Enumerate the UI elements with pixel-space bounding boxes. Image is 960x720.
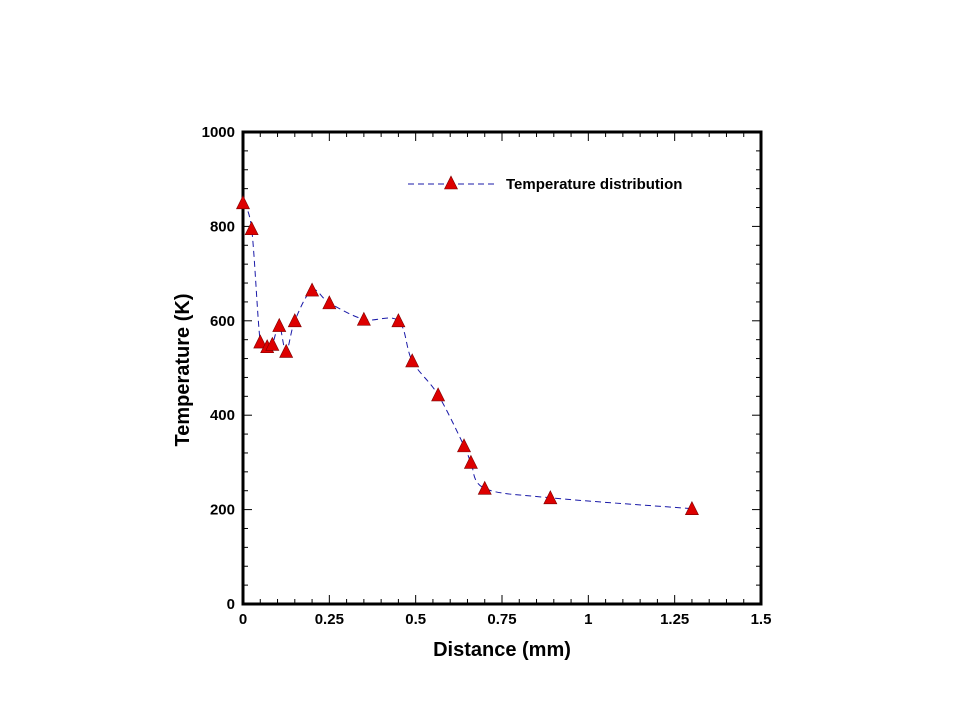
data-point-marker — [322, 295, 337, 310]
legend-marker-triangle — [444, 175, 458, 190]
data-point-marker — [477, 480, 492, 495]
y-tick-label: 400 — [210, 407, 235, 424]
data-point-marker — [431, 387, 446, 402]
y-tick-label: 200 — [210, 502, 235, 519]
data-point-marker — [543, 490, 558, 505]
legend-label: Temperature distribution — [506, 176, 682, 193]
x-tick-label: 1.25 — [660, 611, 689, 628]
y-tick-label: 600 — [210, 313, 235, 330]
data-point-marker — [457, 438, 471, 453]
y-axis-title: Temperature (K) — [172, 294, 194, 447]
x-tick-label: 0.25 — [315, 611, 344, 628]
data-point-marker — [305, 282, 320, 297]
data-point-marker — [265, 336, 280, 351]
series-temperature-distribution — [236, 195, 699, 515]
x-tick-label: 0.75 — [487, 611, 516, 628]
x-tick-label: 1 — [584, 611, 592, 628]
axes: 0 0.25 0.5 0.75 1 1.25 1.5 0 200 400 600 800 1000 — [202, 124, 772, 628]
data-point-marker — [391, 313, 406, 328]
y-tick-label: 0 — [227, 596, 235, 613]
data-point-marker — [287, 313, 302, 328]
y-tick-label: 800 — [210, 218, 235, 235]
x-tick-label: 0.5 — [405, 611, 426, 628]
plot-frame — [241, 130, 763, 606]
data-point-marker — [279, 343, 294, 358]
data-point-marker — [684, 500, 699, 515]
x-tick-label: 0 — [239, 611, 247, 628]
x-axis-title: Distance (mm) — [433, 639, 571, 661]
data-point-marker — [253, 334, 268, 349]
legend: Temperature distribution — [408, 175, 682, 193]
x-tick-label: 1.5 — [751, 611, 772, 628]
data-point-marker — [356, 311, 371, 326]
data-point-marker — [272, 317, 287, 332]
data-point-marker — [236, 195, 250, 210]
data-point-marker — [405, 353, 420, 368]
y-tick-label: 1000 — [202, 124, 235, 141]
data-point-marker — [463, 454, 478, 469]
data-point-marker — [244, 221, 259, 236]
